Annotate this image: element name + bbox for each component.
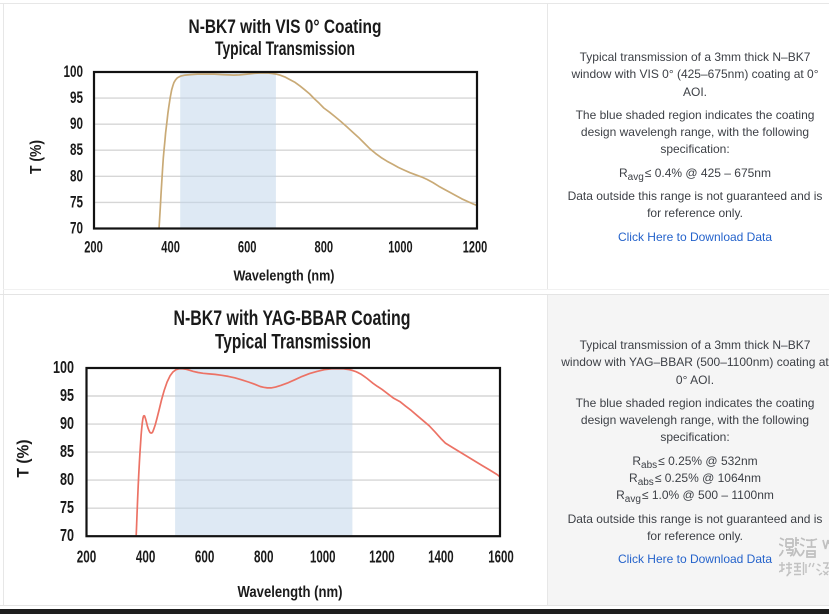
svg-text:80: 80 (70, 167, 83, 185)
svg-text:70: 70 (60, 525, 74, 545)
svg-text:T (%): T (%) (14, 440, 33, 478)
svg-text:400: 400 (136, 547, 156, 567)
svg-text:70: 70 (70, 220, 83, 238)
svg-text:Wavelength (nm): Wavelength (nm) (234, 268, 335, 285)
svg-text:600: 600 (195, 547, 215, 567)
svg-text:75: 75 (70, 193, 83, 211)
svg-text:800: 800 (254, 547, 274, 567)
svg-text:400: 400 (161, 239, 180, 257)
svg-text:75: 75 (60, 497, 74, 517)
svg-text:200: 200 (84, 239, 103, 257)
svg-text:Wavelength (nm): Wavelength (nm) (238, 584, 343, 601)
svg-text:N-BK7 with YAG-BBAR Coating: N-BK7 with YAG-BBAR Coating (174, 307, 411, 330)
svg-text:600: 600 (238, 239, 257, 257)
svg-text:80: 80 (60, 469, 74, 489)
svg-text:T (%): T (%) (28, 140, 45, 174)
svg-text:1000: 1000 (310, 547, 336, 567)
svg-text:85: 85 (70, 141, 83, 159)
svg-text:Typical Transmission: Typical Transmission (215, 38, 355, 60)
svg-text:Typical Transmission: Typical Transmission (215, 331, 371, 354)
svg-text:95: 95 (70, 89, 83, 107)
svg-text:1000: 1000 (388, 239, 412, 257)
svg-text:N-BK7 with VIS 0° Coating: N-BK7 with VIS 0° Coating (189, 16, 382, 38)
svg-text:85: 85 (60, 441, 74, 461)
svg-text:90: 90 (60, 413, 74, 433)
svg-text:1200: 1200 (463, 239, 487, 257)
svg-text:200: 200 (77, 547, 97, 567)
svg-text:100: 100 (53, 357, 74, 377)
svg-text:100: 100 (64, 63, 84, 81)
svg-text:90: 90 (70, 115, 83, 133)
svg-text:95: 95 (60, 385, 74, 405)
svg-text:1200: 1200 (369, 547, 395, 567)
svg-text:1600: 1600 (488, 547, 514, 567)
svg-text:1400: 1400 (428, 547, 454, 567)
svg-text:800: 800 (315, 239, 334, 257)
